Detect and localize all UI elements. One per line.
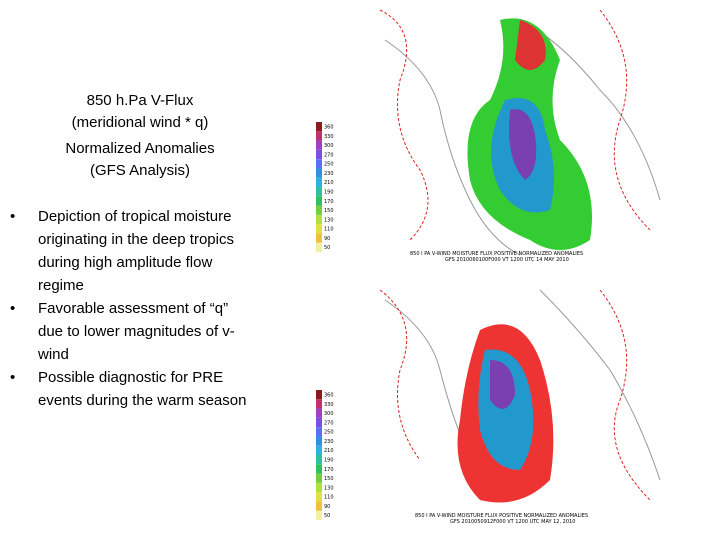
colorbar-label: 190 [324, 458, 334, 464]
colorbar-swatch [316, 177, 322, 187]
colorbar-label: 250 [324, 430, 334, 436]
colorbar-label: 330 [324, 402, 334, 408]
map-caption: 850 I PA V-WIND MOISTURE FLUX POSITIVE N… [415, 513, 588, 519]
colorbar-swatch [316, 187, 322, 197]
colorbar-label: 150 [324, 476, 334, 482]
colorbar-label: 270 [324, 152, 334, 158]
title: 850 h.Pa V-Flux (meridional wind * q) [20, 90, 260, 134]
colorbar-swatch [316, 473, 322, 483]
colorbar-swatch [316, 159, 322, 169]
colorbar-swatch [316, 205, 322, 215]
colorbar-swatch [316, 390, 322, 400]
colorbar-swatch [316, 131, 322, 141]
colorbar-swatch [316, 149, 322, 160]
colorbar-label: 50 [324, 245, 330, 251]
colorbar-label: 130 [324, 485, 334, 491]
colorbar-label: 150 [324, 208, 334, 214]
map-caption: GFS 2010050912F000 VT 1200 UTC MAY 12, 2… [450, 519, 575, 525]
map-1 [379, 0, 670, 256]
colorbar-label: 90 [324, 236, 330, 242]
colorbar-label: 130 [324, 217, 334, 223]
colorbar-swatch [316, 510, 322, 520]
colorbar-swatch [316, 408, 322, 418]
colorbar-label: 300 [324, 143, 334, 149]
map-caption: GFS 2010060100F000 VT 1200 UTC 14 MAY 20… [445, 257, 569, 263]
colorbar-swatch [316, 501, 322, 511]
colorbar-swatch [316, 427, 322, 437]
colorbar-swatch [316, 436, 322, 446]
subtitle-line: (GFS Analysis) [89, 162, 191, 179]
subtitle: Normalized Anomalies (GFS Analysis) [20, 138, 260, 182]
bullet: Depiction of tropical moisture originati… [10, 205, 253, 297]
bullet: Possible diagnostic for PRE events durin… [10, 366, 253, 412]
bullet: Favorable assessment of “q” due to lower… [10, 297, 253, 366]
colorbar-swatch [316, 455, 322, 465]
colorbar-label: 170 [324, 199, 334, 205]
colorbar-label: 250 [324, 162, 334, 168]
colorbar-label: 360 [324, 393, 334, 399]
colorbar-label: 230 [324, 171, 334, 177]
colorbar-label: 110 [324, 227, 334, 233]
colorbar-swatch [316, 122, 322, 132]
bullet-list: Depiction of tropical moisture originati… [8, 205, 278, 412]
colorbar-swatch [316, 214, 322, 225]
colorbar-label: 110 [324, 495, 334, 501]
map-2 [379, 275, 670, 512]
subtitle-line: Normalized Anomalies [65, 140, 215, 157]
colorbar-label: 330 [324, 134, 334, 140]
colorbar-swatch [316, 242, 322, 252]
colorbar-swatch [316, 224, 322, 234]
colorbar-label: 90 [324, 504, 330, 510]
colorbar-swatch [316, 168, 322, 178]
colorbar-swatch [316, 492, 322, 502]
colorbar-label: 50 [324, 513, 330, 519]
colorbar-swatch [316, 233, 322, 243]
colorbar-label: 210 [324, 180, 334, 186]
colorbar-label: 300 [324, 411, 334, 417]
colorbar-swatch [316, 482, 322, 493]
title-line: 850 h.Pa V-Flux [86, 92, 194, 109]
colorbar-label: 230 [324, 439, 334, 445]
colorbar-swatch [316, 399, 322, 409]
colorbar-label: 270 [324, 420, 334, 426]
colorbar-swatch [316, 464, 322, 474]
colorbar-label: 170 [324, 467, 334, 473]
colorbar-swatch [316, 196, 322, 206]
title-line: (meridional wind * q) [71, 114, 209, 131]
colorbar-label: 210 [324, 448, 334, 454]
colorbar-label: 190 [324, 190, 334, 196]
map-caption: 850 I PA V-WIND MOISTURE FLUX POSITIVE N… [410, 251, 583, 257]
colorbar-label: 360 [324, 125, 334, 131]
colorbar-swatch [316, 417, 322, 428]
colorbar-swatch [316, 140, 322, 150]
colorbar-swatch [316, 445, 322, 455]
